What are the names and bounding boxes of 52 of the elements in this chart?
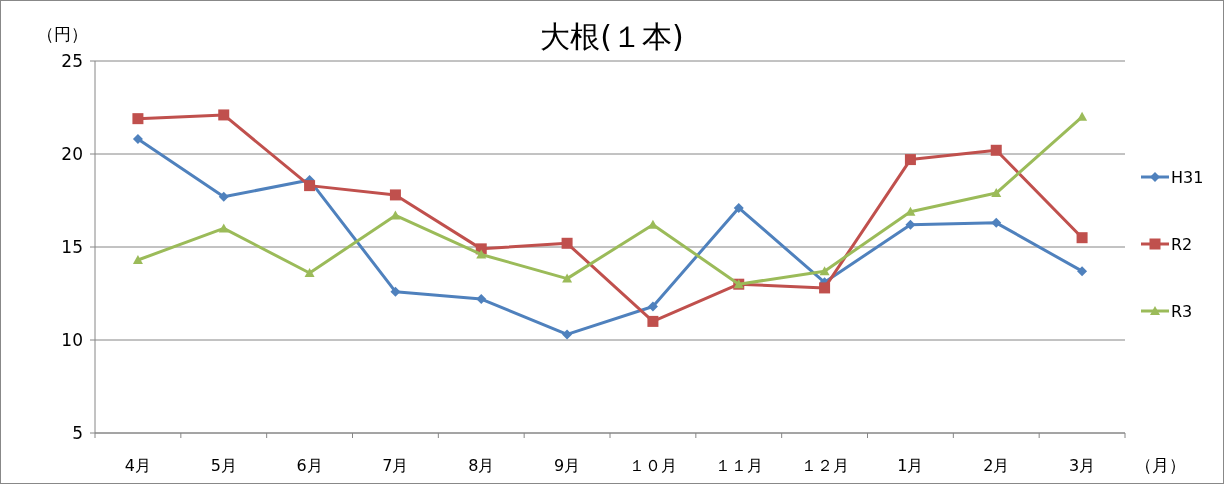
x-tick-label: １２月 (800, 456, 849, 475)
y-tick-label: 25 (61, 51, 83, 71)
point (991, 217, 1002, 228)
point (733, 202, 744, 213)
x-tick-label: 4月 (124, 456, 152, 475)
point (218, 191, 229, 202)
point (647, 315, 659, 327)
point (991, 188, 1002, 198)
point (1077, 111, 1088, 121)
point (647, 301, 658, 312)
point (132, 113, 144, 125)
legend-label: R3 (1171, 302, 1193, 321)
chart-title: 大根(１本) (540, 19, 684, 54)
point (390, 210, 401, 220)
point (304, 268, 315, 278)
x-tick-label: 5月 (210, 456, 237, 475)
point (218, 223, 229, 233)
point (819, 282, 831, 294)
point (819, 266, 830, 276)
point (476, 249, 487, 259)
x-tick-label: 2月 (983, 456, 1010, 475)
point (1076, 232, 1088, 244)
y-tick-label: 15 (61, 237, 83, 257)
x-tick-label: 1月 (897, 456, 924, 475)
y-axis-title: （円） (36, 24, 88, 44)
x-tick-label: 9月 (553, 456, 581, 475)
x-tick-label: 7月 (382, 456, 409, 475)
legend-label: R2 (1171, 235, 1193, 254)
x-tick-label: １１月 (714, 456, 763, 475)
x-tick-label: １０月 (628, 456, 677, 475)
x-tick-label: 3月 (1068, 456, 1096, 475)
point (561, 237, 573, 249)
point (562, 273, 573, 283)
point (990, 144, 1002, 156)
point (1077, 266, 1088, 277)
point (218, 109, 230, 121)
y-tick-label: 10 (61, 330, 83, 350)
point (390, 286, 401, 297)
point (905, 219, 916, 230)
y-tick-label: 20 (61, 144, 83, 164)
x-tick-label: 8月 (468, 456, 495, 475)
point (132, 134, 143, 145)
point (476, 294, 487, 305)
point (132, 255, 143, 265)
point (904, 154, 916, 166)
point (389, 189, 401, 201)
point (562, 329, 573, 340)
legend-label: H31 (1171, 168, 1204, 187)
x-tick-label: 6月 (296, 456, 323, 475)
x-axis-title: （月） (1134, 455, 1186, 475)
y-tick-label: 5 (72, 423, 83, 443)
point (304, 180, 316, 192)
